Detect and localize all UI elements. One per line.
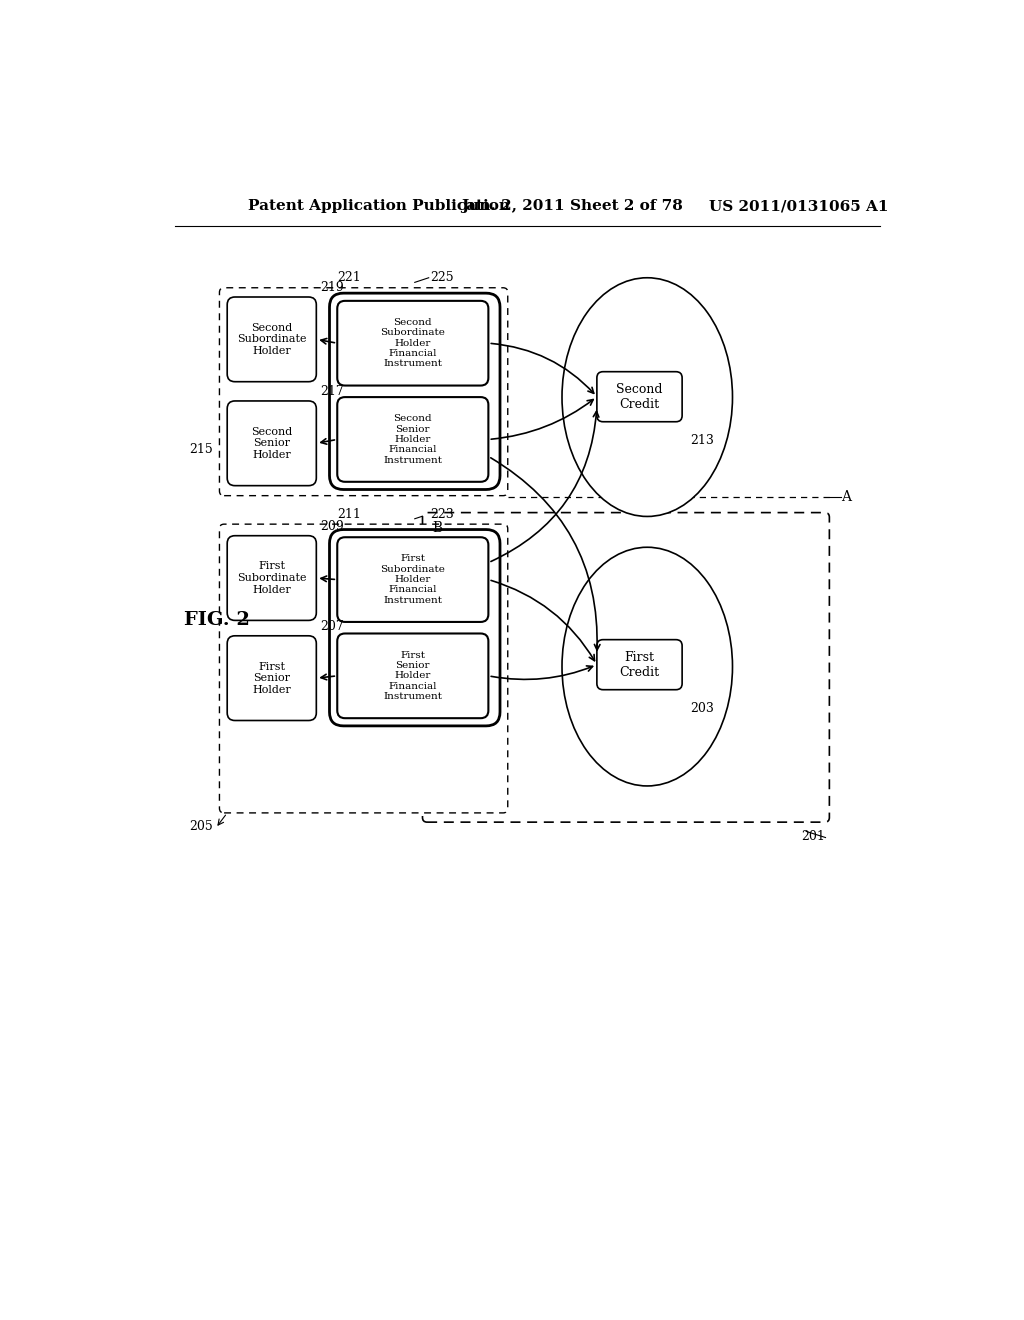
FancyBboxPatch shape <box>337 397 488 482</box>
Text: First
Credit: First Credit <box>620 651 659 678</box>
Text: First
Senior
Holder
Financial
Instrument: First Senior Holder Financial Instrument <box>383 651 442 701</box>
Text: 217: 217 <box>321 385 344 399</box>
Text: 215: 215 <box>189 444 213 455</box>
Text: 203: 203 <box>690 702 714 715</box>
Ellipse shape <box>562 548 732 785</box>
Text: 205: 205 <box>189 820 213 833</box>
FancyBboxPatch shape <box>227 401 316 486</box>
Text: FIG. 2: FIG. 2 <box>183 611 250 630</box>
FancyBboxPatch shape <box>597 372 682 422</box>
FancyBboxPatch shape <box>330 293 500 490</box>
FancyBboxPatch shape <box>227 297 316 381</box>
FancyBboxPatch shape <box>337 634 488 718</box>
Text: Jun. 2, 2011: Jun. 2, 2011 <box>461 199 565 213</box>
Text: 207: 207 <box>321 620 344 634</box>
Ellipse shape <box>562 277 732 516</box>
FancyBboxPatch shape <box>227 536 316 620</box>
Text: A: A <box>841 490 851 504</box>
Text: 225: 225 <box>430 271 454 284</box>
FancyBboxPatch shape <box>337 301 488 385</box>
Text: 219: 219 <box>321 281 344 294</box>
Text: First
Subordinate
Holder: First Subordinate Holder <box>237 561 306 594</box>
Text: 223: 223 <box>430 508 454 520</box>
Text: Second
Senior
Holder: Second Senior Holder <box>251 426 293 459</box>
Text: B: B <box>432 521 442 535</box>
Text: Sheet 2 of 78: Sheet 2 of 78 <box>569 199 683 213</box>
FancyBboxPatch shape <box>423 512 829 822</box>
FancyBboxPatch shape <box>597 640 682 689</box>
Text: US 2011/0131065 A1: US 2011/0131065 A1 <box>710 199 889 213</box>
FancyBboxPatch shape <box>227 636 316 721</box>
FancyBboxPatch shape <box>219 288 508 496</box>
FancyBboxPatch shape <box>330 529 500 726</box>
Text: First
Subordinate
Holder
Financial
Instrument: First Subordinate Holder Financial Instr… <box>380 554 445 605</box>
Text: 201: 201 <box>802 829 825 842</box>
Text: 221: 221 <box>337 271 361 284</box>
Text: Patent Application Publication: Patent Application Publication <box>248 199 510 213</box>
Text: First
Senior
Holder: First Senior Holder <box>252 661 291 694</box>
Text: Second
Subordinate
Holder
Financial
Instrument: Second Subordinate Holder Financial Inst… <box>380 318 445 368</box>
FancyBboxPatch shape <box>337 537 488 622</box>
FancyBboxPatch shape <box>219 524 508 813</box>
Text: 213: 213 <box>690 434 714 447</box>
Text: Second
Subordinate
Holder: Second Subordinate Holder <box>237 323 306 356</box>
Text: Second
Credit: Second Credit <box>616 383 663 411</box>
Text: Second
Senior
Holder
Financial
Instrument: Second Senior Holder Financial Instrumen… <box>383 414 442 465</box>
Text: 209: 209 <box>321 520 344 533</box>
Text: 211: 211 <box>337 508 361 520</box>
